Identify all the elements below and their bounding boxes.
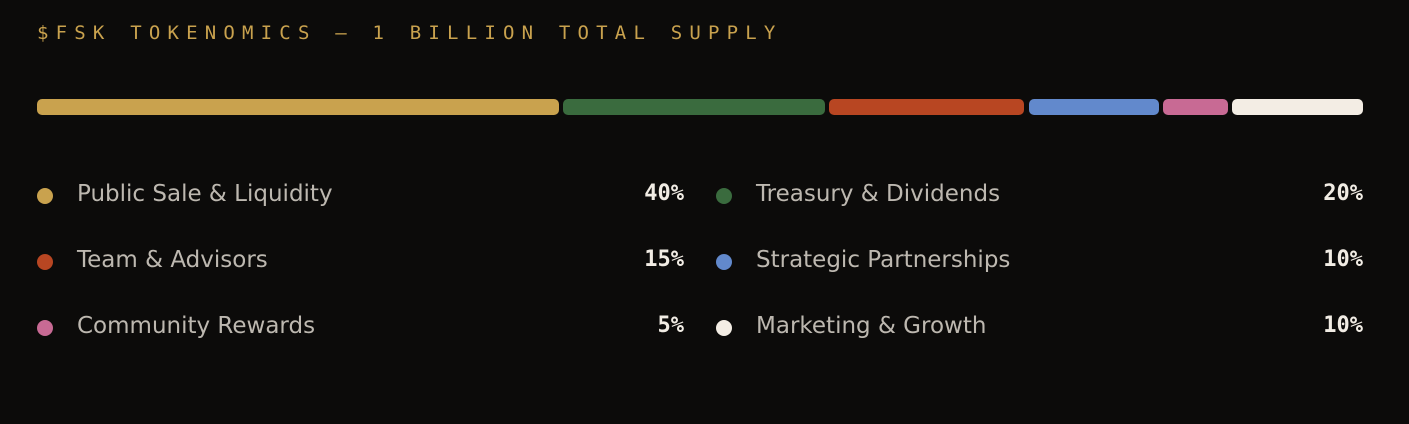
legend-label: Team & Advisors <box>77 247 268 273</box>
legend-item: Community Rewards 5% <box>37 308 684 348</box>
legend-item: Public Sale & Liquidity 40% <box>37 176 684 216</box>
bar-segment <box>563 99 825 115</box>
legend-label: Marketing & Growth <box>756 313 987 339</box>
legend-item: Strategic Partnerships 10% <box>716 242 1363 282</box>
bar-segment <box>37 99 560 115</box>
bar-segment <box>1232 99 1363 115</box>
legend-item: Team & Advisors 15% <box>37 242 684 282</box>
legend-item: Treasury & Dividends 20% <box>716 176 1363 216</box>
legend-value: 40% <box>644 181 684 206</box>
bar-segment <box>1163 99 1229 115</box>
chart-title: $FSK TOKENOMICS — 1 BILLION TOTAL SUPPLY <box>37 22 783 44</box>
legend-label: Public Sale & Liquidity <box>77 181 333 207</box>
legend-value: 10% <box>1323 247 1363 272</box>
legend-dot <box>716 320 732 336</box>
legend-value: 5% <box>657 313 685 338</box>
legend-item: Marketing & Growth 10% <box>716 308 1363 348</box>
legend-dot <box>37 188 53 204</box>
legend-label: Community Rewards <box>77 313 316 339</box>
bar-segment <box>1028 99 1160 115</box>
legend-dot <box>37 254 53 270</box>
legend-dot <box>716 254 732 270</box>
legend-dot <box>716 188 732 204</box>
legend-value: 15% <box>644 247 684 272</box>
legend-dot <box>37 320 53 336</box>
legend-label: Treasury & Dividends <box>756 181 1001 207</box>
legend-value: 20% <box>1323 181 1363 206</box>
legend-label: Strategic Partnerships <box>756 247 1011 273</box>
allocation-bar <box>37 99 1363 115</box>
bar-segment <box>828 99 1025 115</box>
legend-value: 10% <box>1323 313 1363 338</box>
